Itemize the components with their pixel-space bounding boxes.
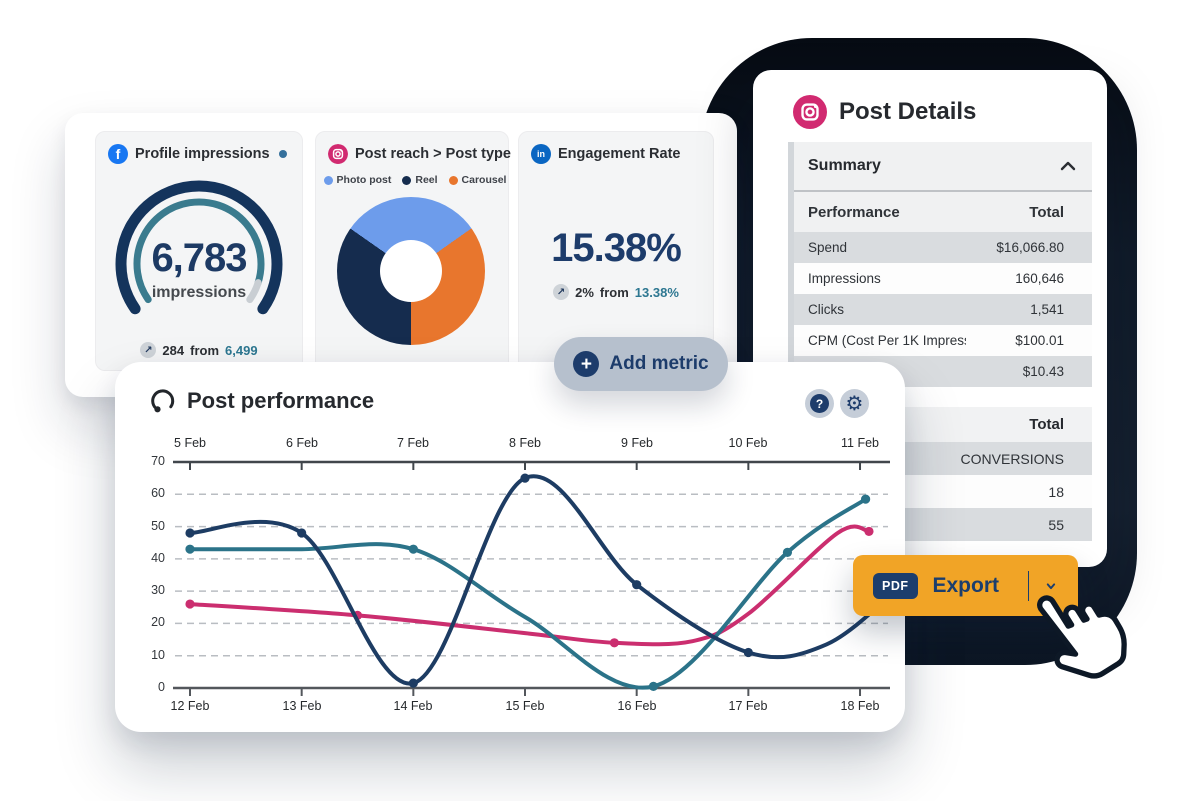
x-axis-bottom-tick: 17 Feb	[728, 699, 768, 713]
legend-dot	[323, 175, 333, 185]
add-metric-label: Add metric	[609, 353, 709, 374]
post-performance-line-chart	[173, 460, 902, 696]
x-axis-top-tick: 8 Feb	[509, 436, 541, 450]
post-details-title: Post Details	[839, 98, 977, 125]
change-delta: 2%	[575, 284, 594, 300]
summary-accordion-header[interactable]: Summary	[794, 142, 1092, 192]
legend-item-reel: Reel	[402, 174, 438, 186]
x-axis-top-tick: 5 Feb	[174, 436, 206, 450]
y-axis-tick: 30	[151, 583, 165, 597]
chart-card-header: Post performance	[149, 388, 374, 414]
impressions-change: ↗ 284 from 6,499	[96, 342, 302, 358]
engagement-rate-value: 15.38%	[551, 226, 682, 270]
y-axis-tick: 60	[151, 486, 165, 500]
gauge-icon	[151, 389, 175, 413]
column-header-performance: Performance	[794, 192, 967, 232]
cursor-hand-icon	[1037, 595, 1127, 679]
impressions-gauge-chart	[115, 180, 283, 315]
plus-icon: +	[573, 351, 600, 377]
x-axis-top-tick: 11 Feb	[841, 436, 879, 450]
x-axis-top-tick: 7 Feb	[397, 436, 429, 450]
x-axis-top-tick: 10 Feb	[728, 436, 768, 450]
y-axis-tick: 40	[151, 551, 165, 565]
y-axis-tick: 20	[151, 615, 165, 629]
metric-card-post-reach: Post reach > Post type Photo post Reel C…	[315, 131, 511, 371]
table-row: Clicks 1,541	[794, 294, 1092, 325]
post-performance-card: 0 10 20 30 40 50 60 70 5 Feb 6 Feb 7 Feb 8 Feb 9 Feb…	[115, 362, 905, 732]
metric-title: Profile impressions	[135, 146, 270, 162]
legend-item-carousel: Carousel	[448, 174, 506, 186]
change-previous: 13.38%	[634, 284, 679, 300]
metric-card-header: Post reach > Post type	[328, 144, 511, 164]
change-previous: 6,499	[225, 342, 258, 358]
chart-title: Post performance	[187, 388, 375, 413]
legend-dot	[448, 175, 458, 185]
y-axis-tick: 70	[151, 454, 165, 468]
table-row: CPM (Cost Per 1K Impressions)$100.01	[794, 325, 1092, 356]
instagram-icon	[793, 95, 827, 129]
x-axis-top-tick: 6 Feb	[286, 436, 318, 450]
trend-up-icon: ↗	[140, 342, 157, 358]
legend-dot	[402, 175, 412, 185]
column-header-total: Total	[966, 192, 1092, 232]
x-axis-bottom-tick: 16 Feb	[617, 699, 657, 713]
engagement-rate-change: ↗ 2% from 13.38%	[519, 284, 713, 300]
y-axis-tick: 10	[151, 648, 165, 662]
linkedin-icon: in	[531, 144, 551, 164]
button-divider	[1028, 570, 1030, 601]
x-axis-bottom-tick: 18 Feb	[840, 699, 880, 713]
pink-series	[188, 524, 871, 647]
pdf-badge: PDF	[873, 572, 918, 599]
chevron-down-icon[interactable]	[1044, 574, 1058, 598]
table-row: Spend $16,066.80	[794, 232, 1092, 263]
x-axis-bottom-tick: 13 Feb	[282, 699, 322, 713]
change-from-word: from	[190, 342, 220, 358]
summary-label: Summary	[808, 157, 881, 174]
facebook-icon: f	[108, 144, 128, 164]
chevron-up-icon	[1060, 161, 1076, 171]
add-metric-button[interactable]: + Add metric	[554, 337, 728, 391]
question-mark-icon: ?	[810, 394, 829, 413]
metric-title: Engagement Rate	[558, 146, 681, 162]
change-delta: 284	[162, 342, 185, 358]
metrics-panel: f Profile impressions 6,783 impressions …	[65, 113, 737, 397]
x-axis-bottom-tick: 14 Feb	[393, 699, 433, 713]
x-axis-top-tick: 9 Feb	[621, 436, 653, 450]
indicator-dot-icon	[278, 150, 287, 158]
impressions-unit: impressions	[151, 284, 247, 301]
donut-legend: Photo post Reel Carousel	[323, 174, 506, 186]
table-row: Impressions 160,646	[794, 263, 1092, 294]
metric-card-header: f Profile impressions	[108, 144, 296, 164]
metric-card-engagement-rate: in Engagement Rate 15.38% ↗ 2% from 13.3…	[518, 131, 714, 371]
change-from-word: from	[599, 284, 629, 300]
navy-series	[188, 474, 902, 686]
y-axis-tick: 50	[151, 519, 165, 533]
x-axis-bottom-tick: 12 Feb	[170, 699, 210, 713]
instagram-icon	[328, 144, 348, 164]
metric-card-header: in Engagement Rate	[531, 144, 707, 164]
legend-item-photo-post: Photo post	[323, 174, 391, 186]
settings-button[interactable]: ⚙	[840, 389, 869, 418]
teal-series	[188, 497, 868, 690]
export-label: Export	[932, 573, 1000, 597]
impressions-value: 6,783	[151, 236, 247, 280]
metric-card-profile-impressions: f Profile impressions 6,783 impressions …	[95, 131, 303, 371]
x-axis-bottom-tick: 15 Feb	[505, 699, 545, 713]
performance-table: Performance Total Spend $16,066.80 Impress…	[794, 192, 1092, 387]
metric-title: Post reach > Post type	[355, 146, 511, 162]
help-button[interactable]: ?	[805, 389, 834, 418]
gear-icon: ⚙	[845, 392, 864, 415]
y-axis-tick: 0	[158, 680, 165, 694]
trend-up-icon: ↗	[553, 284, 570, 300]
post-details-header: Post Details	[793, 95, 976, 129]
donut-hole	[380, 240, 442, 302]
